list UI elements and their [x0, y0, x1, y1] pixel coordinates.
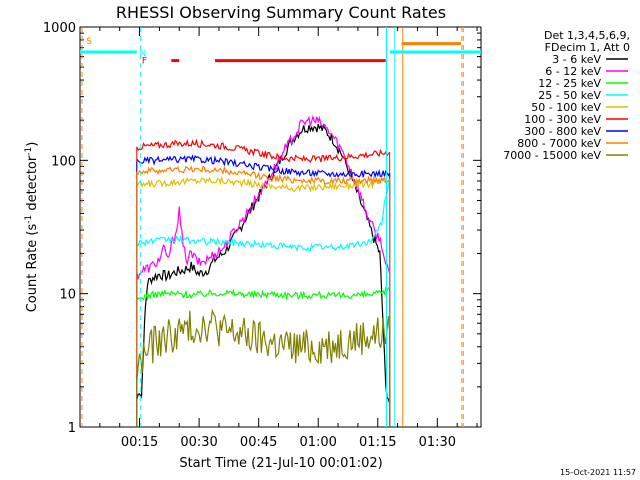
y-tick-label: 1000 — [43, 21, 76, 36]
y-axis-label: Count Rate (s-1 detector-1) — [24, 142, 40, 313]
y-axis-label-sup2: -1 — [24, 147, 34, 156]
axis-ticks: 1 10 100 1000 00:15 00:30 00:45 01:00 01:15 01:30 — [43, 21, 481, 450]
y-axis-label-mid: detector — [25, 155, 40, 215]
y-axis-label-main: Count Rate (s — [25, 224, 40, 313]
legend-item-label: 100 - 300 keV — [524, 113, 601, 126]
state-annotation-label: F — [142, 57, 147, 67]
series-line — [136, 180, 391, 253]
x-tick-label: 01:00 — [299, 435, 336, 450]
legend: Det 1,3,4,5,6,9, FDecim 1, Att 0 3 - 6 k… — [503, 29, 630, 162]
legend-item-label: 12 - 25 keV — [538, 77, 601, 90]
series-line — [136, 175, 391, 193]
legend-header-1: Det 1,3,4,5,6,9, — [544, 29, 630, 42]
x-tick-label: 01:15 — [359, 435, 396, 450]
series-line — [136, 165, 391, 186]
y-tick-label: 1 — [68, 421, 76, 436]
instrument-state-layer: S NF — [80, 27, 481, 427]
y-tick-label: 10 — [59, 288, 76, 303]
legend-item-label: 300 - 800 keV — [524, 125, 601, 138]
series-line — [136, 154, 391, 179]
series-line — [136, 138, 391, 164]
legend-item-label: 25 - 50 keV — [538, 89, 601, 102]
y-axis-label-tail: ) — [25, 142, 40, 147]
x-tick-label: 00:30 — [180, 435, 217, 450]
x-axis-label: Start Time (21-Jul-10 00:01:02) — [179, 456, 382, 471]
series-line — [136, 308, 391, 383]
legend-header-2: FDecim 1, Att 0 — [545, 41, 630, 54]
y-axis-label-sup: -1 — [24, 215, 34, 224]
series-layer — [136, 114, 391, 427]
state-annotation-label: S — [86, 37, 92, 47]
legend-item-label: 6 - 12 keV — [545, 65, 601, 78]
state-annotation-label: N — [140, 49, 147, 59]
legend-item-label: 7000 - 15000 keV — [503, 149, 601, 162]
chart-title: RHESSI Observing Summary Count Rates — [116, 3, 446, 22]
footer-timestamp: 15-Oct-2021 11:57 — [560, 468, 636, 477]
x-tick-label: 00:15 — [121, 435, 158, 450]
legend-item-label: 800 - 7000 keV — [517, 137, 601, 150]
series-line — [136, 286, 390, 302]
legend-item-label: 50 - 100 keV — [531, 101, 601, 114]
plot-frame — [79, 26, 482, 428]
x-tick-label: 01:30 — [419, 435, 456, 450]
legend-item-label: 3 - 6 keV — [552, 53, 601, 66]
y-tick-label: 100 — [51, 154, 76, 169]
x-tick-label: 00:45 — [240, 435, 277, 450]
